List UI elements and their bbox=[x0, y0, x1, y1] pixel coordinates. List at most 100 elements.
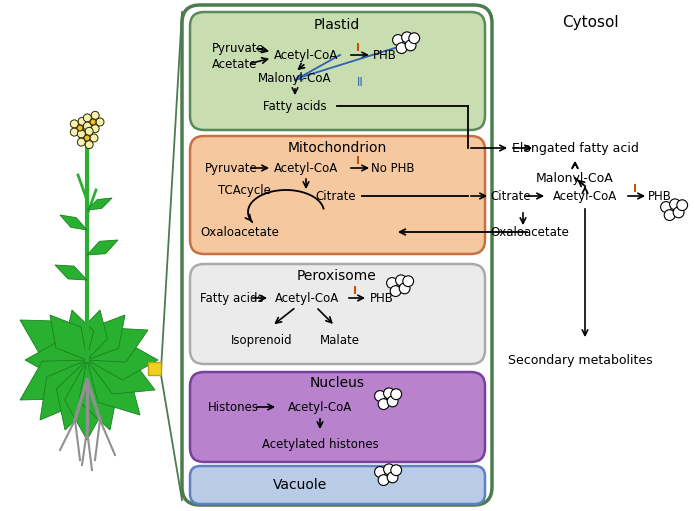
Circle shape bbox=[661, 202, 671, 213]
Circle shape bbox=[375, 390, 385, 402]
Circle shape bbox=[77, 125, 83, 131]
Text: Fatty acids: Fatty acids bbox=[263, 100, 327, 112]
Circle shape bbox=[85, 127, 93, 135]
Circle shape bbox=[393, 35, 403, 45]
Polygon shape bbox=[25, 343, 87, 377]
Text: Acetylated histones: Acetylated histones bbox=[262, 437, 378, 451]
FancyBboxPatch shape bbox=[182, 5, 492, 505]
Polygon shape bbox=[65, 310, 94, 360]
Text: Acetyl-CoA: Acetyl-CoA bbox=[274, 49, 338, 61]
Text: PHB: PHB bbox=[648, 190, 672, 202]
Text: Citrate: Citrate bbox=[490, 190, 531, 202]
Polygon shape bbox=[20, 320, 87, 360]
Circle shape bbox=[85, 141, 93, 149]
Circle shape bbox=[384, 464, 394, 475]
Text: Acetate: Acetate bbox=[212, 58, 257, 71]
Polygon shape bbox=[80, 310, 108, 360]
FancyBboxPatch shape bbox=[190, 466, 485, 504]
Bar bbox=[148, 362, 161, 375]
Polygon shape bbox=[65, 360, 110, 440]
Circle shape bbox=[403, 276, 414, 287]
Polygon shape bbox=[20, 360, 87, 400]
Circle shape bbox=[396, 43, 407, 54]
Circle shape bbox=[391, 389, 402, 400]
Text: Isoprenoid: Isoprenoid bbox=[231, 334, 293, 346]
Circle shape bbox=[77, 130, 85, 138]
FancyBboxPatch shape bbox=[190, 12, 485, 130]
Circle shape bbox=[375, 467, 385, 477]
Text: I: I bbox=[353, 286, 357, 296]
Text: Acetyl-CoA: Acetyl-CoA bbox=[275, 291, 339, 305]
Circle shape bbox=[90, 119, 96, 125]
Circle shape bbox=[677, 200, 688, 211]
Polygon shape bbox=[50, 315, 87, 360]
Text: Vacuole: Vacuole bbox=[273, 478, 327, 492]
Circle shape bbox=[664, 210, 675, 221]
FancyBboxPatch shape bbox=[190, 264, 485, 364]
Circle shape bbox=[396, 275, 407, 286]
Text: No PHB: No PHB bbox=[371, 161, 415, 174]
Circle shape bbox=[91, 125, 99, 133]
Circle shape bbox=[399, 283, 410, 294]
Circle shape bbox=[378, 399, 389, 409]
Circle shape bbox=[70, 120, 78, 128]
Circle shape bbox=[673, 207, 684, 218]
Circle shape bbox=[387, 277, 398, 288]
Circle shape bbox=[78, 118, 86, 125]
Circle shape bbox=[378, 475, 389, 485]
Circle shape bbox=[387, 472, 398, 483]
Circle shape bbox=[83, 124, 91, 132]
Text: Malonyl-CoA: Malonyl-CoA bbox=[258, 72, 332, 84]
Text: Nucleus: Nucleus bbox=[310, 376, 364, 390]
Circle shape bbox=[83, 122, 92, 130]
Text: Histones: Histones bbox=[208, 401, 259, 413]
Text: I: I bbox=[356, 43, 360, 53]
Polygon shape bbox=[87, 240, 118, 255]
Text: Malate: Malate bbox=[320, 334, 360, 346]
Circle shape bbox=[384, 388, 394, 399]
Circle shape bbox=[390, 286, 401, 296]
Text: Fatty acids: Fatty acids bbox=[200, 291, 264, 305]
Circle shape bbox=[387, 396, 398, 407]
Polygon shape bbox=[87, 315, 125, 360]
Text: Citrate: Citrate bbox=[316, 190, 356, 202]
Text: Acetyl-CoA: Acetyl-CoA bbox=[288, 401, 352, 413]
Polygon shape bbox=[87, 356, 155, 394]
Circle shape bbox=[670, 199, 680, 210]
Text: Oxaloacetate: Oxaloacetate bbox=[201, 225, 280, 239]
Polygon shape bbox=[87, 198, 112, 210]
Circle shape bbox=[77, 138, 85, 146]
Polygon shape bbox=[60, 215, 87, 230]
Text: Plastid: Plastid bbox=[314, 18, 360, 32]
Text: TCAcycle: TCAcycle bbox=[218, 183, 271, 197]
Circle shape bbox=[96, 118, 104, 126]
Circle shape bbox=[78, 131, 86, 138]
Circle shape bbox=[402, 32, 412, 43]
Text: Acetyl-CoA: Acetyl-CoA bbox=[274, 161, 338, 174]
Text: Malonyl-CoA: Malonyl-CoA bbox=[536, 172, 614, 184]
Circle shape bbox=[83, 114, 92, 122]
Circle shape bbox=[391, 465, 402, 476]
Polygon shape bbox=[55, 265, 87, 280]
Circle shape bbox=[84, 135, 90, 141]
Text: I: I bbox=[633, 184, 637, 194]
Text: Secondary metabolites: Secondary metabolites bbox=[508, 354, 652, 366]
FancyBboxPatch shape bbox=[190, 372, 485, 462]
Text: Acetyl-CoA: Acetyl-CoA bbox=[553, 190, 617, 202]
Circle shape bbox=[91, 111, 99, 120]
Text: Elongated fatty acid: Elongated fatty acid bbox=[511, 142, 638, 154]
Polygon shape bbox=[87, 340, 158, 380]
Text: Oxaloacetate: Oxaloacetate bbox=[490, 225, 569, 239]
Text: I: I bbox=[356, 156, 360, 166]
Circle shape bbox=[90, 134, 98, 142]
Circle shape bbox=[405, 40, 416, 51]
Text: Mitochondrion: Mitochondrion bbox=[287, 141, 387, 155]
Text: Pyruvate: Pyruvate bbox=[212, 41, 264, 55]
FancyBboxPatch shape bbox=[190, 136, 485, 254]
Text: II: II bbox=[357, 76, 364, 88]
Text: Peroxisome: Peroxisome bbox=[297, 269, 377, 283]
Text: Pyruvate: Pyruvate bbox=[205, 161, 257, 174]
Text: PHB: PHB bbox=[370, 291, 394, 305]
Polygon shape bbox=[87, 360, 140, 415]
Polygon shape bbox=[40, 360, 87, 420]
